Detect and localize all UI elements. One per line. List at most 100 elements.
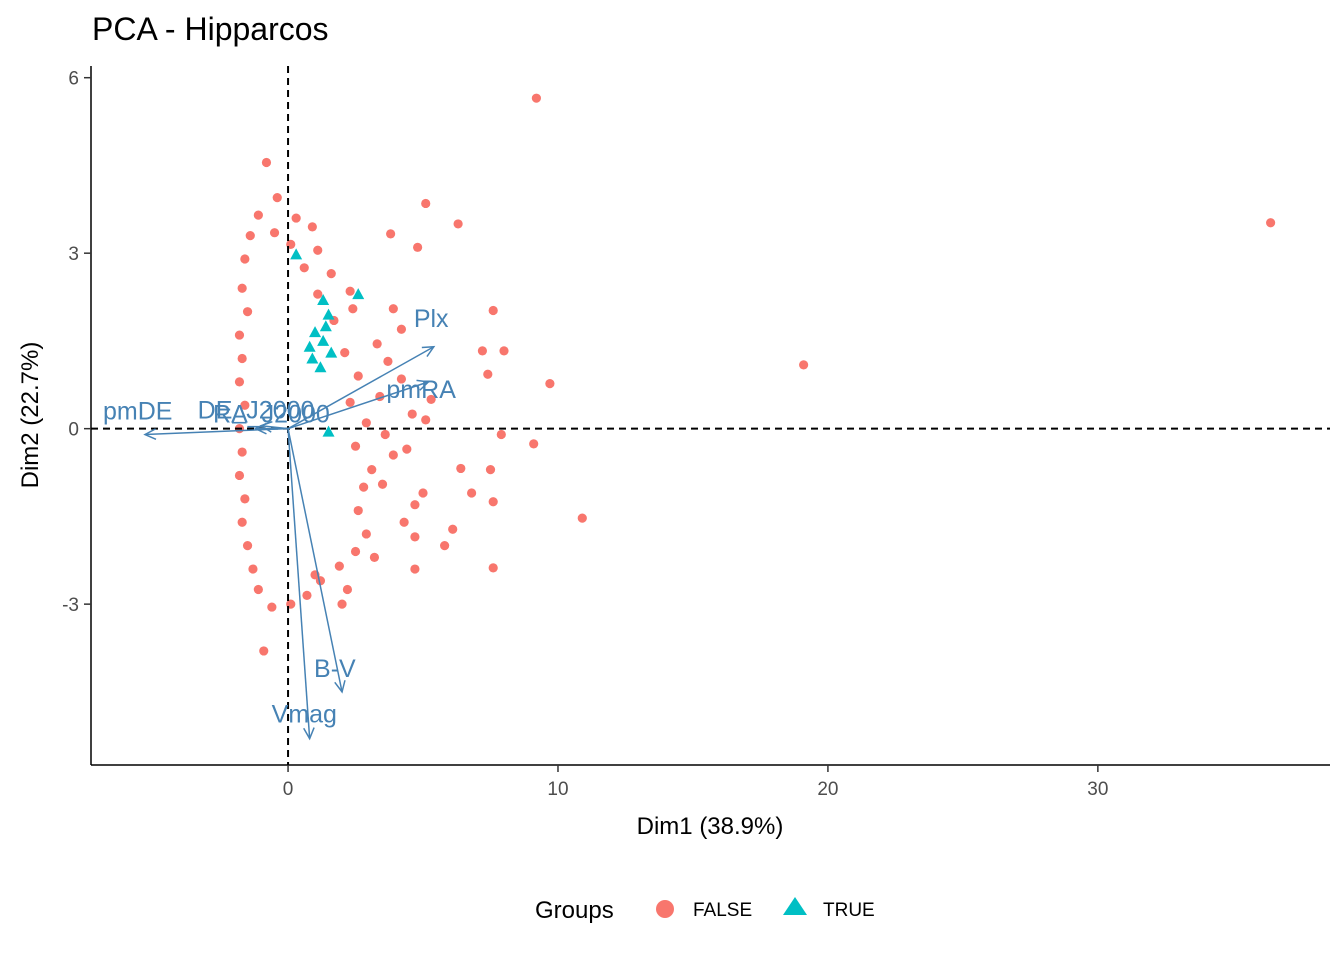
x-tick-label: 10 — [547, 779, 568, 800]
false-point — [483, 369, 493, 379]
y-tick-label: 0 — [68, 420, 79, 441]
false-point — [1266, 218, 1276, 228]
variable-arrow-ra_j2000 — [260, 424, 289, 430]
false-point — [359, 482, 369, 492]
false-point — [361, 418, 371, 428]
variable-label-ra_j2000: RA_J2000 — [213, 401, 330, 429]
variable-arrow-pmde — [144, 427, 289, 436]
false-point — [799, 360, 809, 370]
variable-label-plx: Plx — [414, 305, 449, 333]
false-point — [313, 245, 323, 255]
variable-arrow-b-v — [287, 428, 343, 693]
false-point — [488, 305, 498, 316]
false-point — [261, 157, 272, 168]
false-point — [399, 517, 409, 527]
false-point — [240, 400, 250, 410]
variable-label-b-v: B-V — [314, 655, 356, 683]
legend-true-marker — [783, 897, 807, 915]
false-point — [253, 584, 263, 595]
false-point — [410, 500, 420, 510]
false-point — [240, 494, 250, 504]
false-point — [326, 269, 336, 279]
false-point — [350, 441, 361, 451]
false-point — [386, 229, 396, 239]
false-point — [291, 213, 301, 223]
false-point — [267, 602, 277, 612]
false-point — [237, 353, 247, 364]
arrow-head — [421, 345, 436, 358]
true-point — [317, 293, 330, 305]
false-point — [485, 465, 496, 475]
x-tick-label: 20 — [817, 779, 838, 800]
false-point — [348, 304, 358, 314]
false-point — [545, 379, 555, 389]
false-points-group — [234, 93, 1276, 656]
false-point — [334, 561, 344, 571]
false-point — [377, 479, 388, 489]
x-ticks-group: 0 10 20 30 — [283, 765, 1108, 800]
false-point — [353, 505, 363, 516]
false-point — [299, 263, 309, 273]
false-point — [367, 465, 377, 475]
true-point — [319, 320, 332, 332]
false-point — [410, 532, 420, 542]
true-point — [322, 425, 335, 437]
false-point — [372, 339, 382, 349]
false-point — [342, 584, 353, 595]
false-point — [237, 517, 247, 527]
variable-label-de_j2000: DE_J2000 — [198, 397, 315, 425]
false-point — [361, 529, 371, 539]
false-point — [453, 219, 463, 229]
arrow-head — [334, 680, 346, 694]
variable-arrow-plx — [287, 346, 435, 430]
false-point — [529, 439, 539, 449]
legend-false-marker — [656, 900, 674, 918]
y-tick-label: -3 — [62, 595, 79, 616]
false-point — [496, 429, 506, 440]
arrow-head — [416, 379, 431, 391]
false-point — [237, 447, 247, 457]
y-tick-label: 6 — [68, 69, 79, 90]
false-point — [380, 429, 390, 440]
false-point — [413, 242, 423, 252]
variable-arrow-pmra — [287, 381, 429, 430]
false-point — [259, 646, 269, 656]
false-point — [350, 546, 361, 557]
y-axis-title: Dim2 (22.7%) — [17, 342, 44, 489]
false-point — [426, 394, 436, 405]
false-point — [242, 307, 253, 317]
false-point — [245, 231, 255, 241]
true-point — [303, 340, 316, 352]
false-point — [488, 563, 498, 573]
arrow-head — [143, 428, 157, 440]
false-point — [440, 541, 450, 551]
false-point — [345, 286, 355, 296]
false-point — [272, 193, 282, 203]
false-point — [418, 488, 428, 498]
false-point — [234, 470, 245, 481]
false-point — [488, 497, 498, 507]
false-point — [410, 564, 420, 574]
false-point — [577, 513, 587, 523]
false-point — [383, 356, 393, 366]
false-point — [402, 444, 412, 454]
chart-title: PCA - Hipparcos — [92, 11, 329, 47]
false-point — [302, 590, 312, 600]
false-point — [234, 377, 245, 387]
variable-arrow-vmag — [287, 428, 311, 739]
false-point — [369, 552, 380, 562]
y-tick-label: 3 — [68, 244, 79, 265]
false-point — [396, 374, 407, 384]
false-point — [240, 254, 250, 264]
legend-title: Groups — [535, 897, 614, 924]
arrow-head — [259, 421, 273, 433]
false-point — [531, 93, 541, 103]
arrow-head — [303, 727, 315, 741]
true-point — [352, 288, 365, 300]
false-point — [448, 524, 458, 534]
false-point — [421, 198, 431, 209]
true-point — [306, 352, 319, 364]
variable-label-pmra: pmRA — [386, 376, 456, 404]
x-axis-title: Dim1 (38.9%) — [637, 813, 784, 840]
